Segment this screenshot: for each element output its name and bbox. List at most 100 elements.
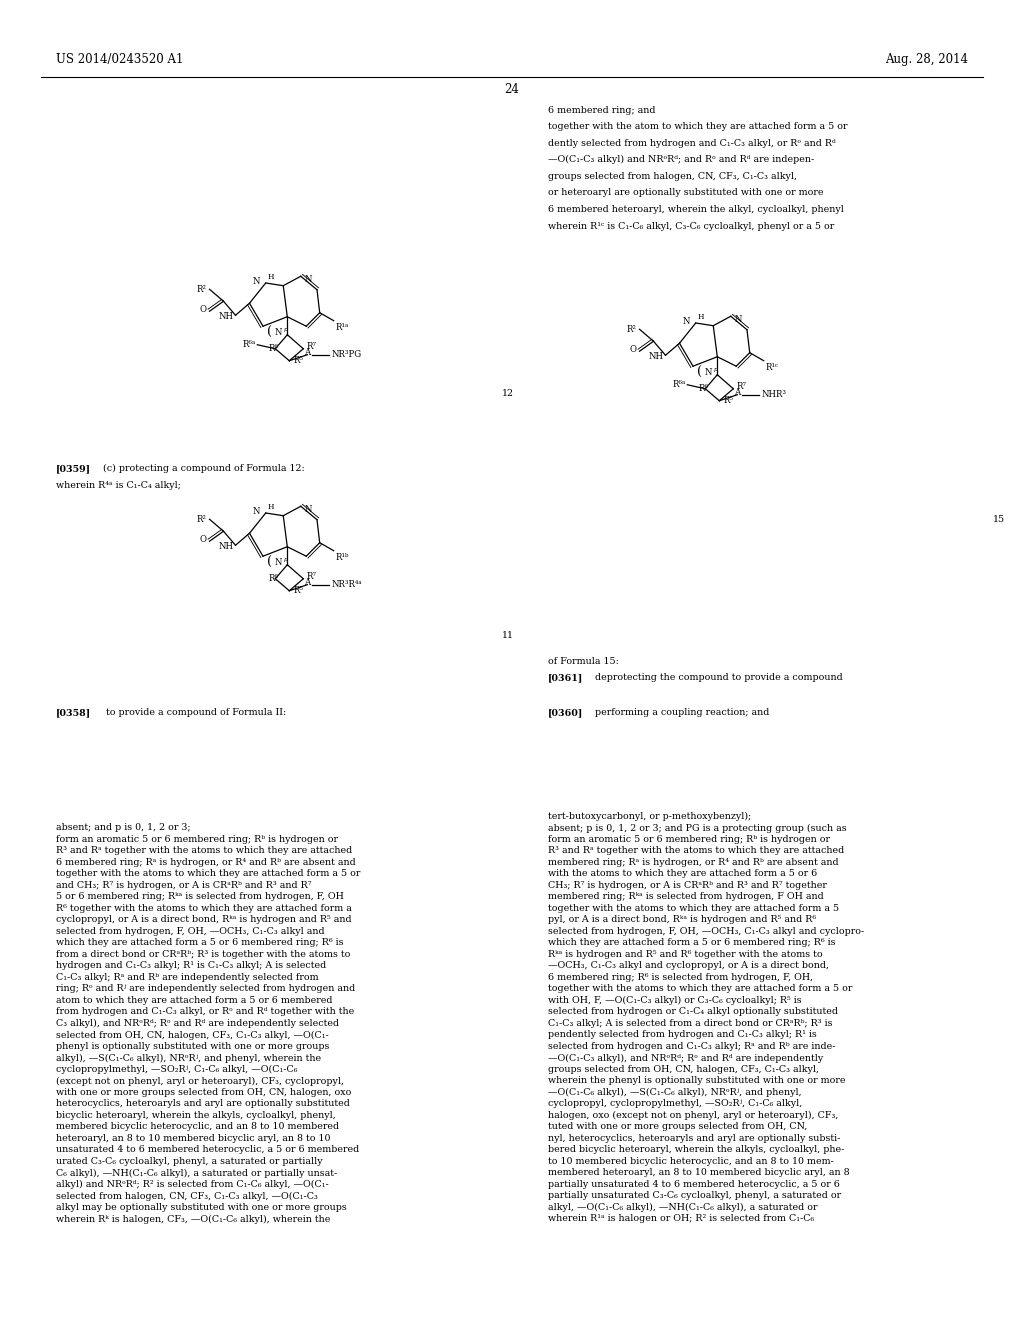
- Text: —OCH₃, C₁-C₃ alkyl and cyclopropyl, or A is a direct bond,: —OCH₃, C₁-C₃ alkyl and cyclopropyl, or A…: [548, 961, 828, 970]
- Text: 24: 24: [505, 83, 519, 96]
- Text: R³ and Rᵃ together with the atoms to which they are attached: R³ and Rᵃ together with the atoms to whi…: [56, 846, 352, 855]
- Text: N: N: [305, 275, 312, 284]
- Text: R⁵: R⁵: [293, 356, 303, 364]
- Text: R¹ᵇ: R¹ᵇ: [336, 553, 349, 562]
- Text: 6 membered ring; Rᵃ is hydrogen, or R⁴ and Rᵇ are absent and: 6 membered ring; Rᵃ is hydrogen, or R⁴ a…: [56, 858, 356, 867]
- Text: CH₃; R⁷ is hydrogen, or A is CRᵃRᵇ and R³ and R⁷ together: CH₃; R⁷ is hydrogen, or A is CRᵃRᵇ and R…: [548, 880, 826, 890]
- Text: H: H: [697, 313, 705, 321]
- Text: performing a coupling reaction; and: performing a coupling reaction; and: [586, 708, 769, 717]
- Text: C₁-C₃ alkyl; A is selected from a direct bond or CRᵃRᵇ; R³ is: C₁-C₃ alkyl; A is selected from a direct…: [548, 1019, 833, 1028]
- Text: —O(C₁-C₃ alkyl) and NRᵒRᵈ; and Rᵒ and Rᵈ are indepen-: —O(C₁-C₃ alkyl) and NRᵒRᵈ; and Rᵒ and Rᵈ…: [548, 154, 814, 164]
- Text: groups selected from halogen, CN, CF₃, C₁-C₃ alkyl,: groups selected from halogen, CN, CF₃, C…: [548, 172, 797, 181]
- Text: N: N: [252, 507, 260, 516]
- Text: R⁷: R⁷: [306, 342, 316, 351]
- Text: N: N: [705, 368, 713, 378]
- Text: N: N: [252, 276, 260, 285]
- Text: R²: R²: [627, 325, 637, 334]
- Text: [0361]: [0361]: [548, 673, 584, 682]
- Text: H: H: [267, 503, 274, 511]
- Text: A: A: [304, 578, 310, 587]
- Text: urated C₃-C₆ cycloalkyl, phenyl, a saturated or partially: urated C₃-C₆ cycloalkyl, phenyl, a satur…: [56, 1156, 323, 1166]
- Text: A: A: [304, 347, 310, 356]
- Text: together with the atom to which they are attached form a 5 or: together with the atom to which they are…: [548, 123, 847, 131]
- Text: hydrogen and C₁-C₃ alkyl; R¹ is C₁-C₃ alkyl; A is selected: hydrogen and C₁-C₃ alkyl; R¹ is C₁-C₃ al…: [56, 961, 327, 970]
- Text: 15: 15: [993, 515, 1006, 524]
- Text: (: (: [267, 326, 271, 339]
- Text: form an aromatic 5 or 6 membered ring; Rᵇ is hydrogen or: form an aromatic 5 or 6 membered ring; R…: [548, 836, 829, 843]
- Text: with OH, F, —O(C₁-C₃ alkyl) or C₃-C₆ cycloalkyl; R⁵ is: with OH, F, —O(C₁-C₃ alkyl) or C₃-C₆ cyc…: [548, 995, 802, 1005]
- Text: cyclopropylmethyl, —SO₂Rʲ, C₁-C₆ alkyl, —O(C₁-C₆: cyclopropylmethyl, —SO₂Rʲ, C₁-C₆ alkyl, …: [56, 1065, 298, 1074]
- Text: to provide a compound of Formula II:: to provide a compound of Formula II:: [94, 708, 287, 717]
- Text: pendently selected from hydrogen and C₁-C₃ alkyl; R¹ is: pendently selected from hydrogen and C₁-…: [548, 1031, 816, 1039]
- Text: p: p: [284, 557, 287, 562]
- Text: R⁷: R⁷: [736, 383, 746, 391]
- Text: from a direct bond or CRᵃRᵇ; R³ is together with the atoms to: from a direct bond or CRᵃRᵇ; R³ is toget…: [56, 950, 350, 958]
- Text: (except not on phenyl, aryl or heteroaryl), CF₃, cyclopropyl,: (except not on phenyl, aryl or heteroary…: [56, 1076, 344, 1085]
- Text: with one or more groups selected from OH, CN, halogen, oxo: with one or more groups selected from OH…: [56, 1088, 351, 1097]
- Text: O: O: [630, 345, 637, 354]
- Text: N: N: [305, 504, 312, 513]
- Text: N: N: [274, 558, 283, 568]
- Text: R⁶: R⁶: [268, 343, 279, 352]
- Text: partially unsaturated 4 to 6 membered heterocyclic, a 5 or 6: partially unsaturated 4 to 6 membered he…: [548, 1180, 840, 1189]
- Text: selected from halogen, CN, CF₃, C₁-C₃ alkyl, —O(C₁-C₃: selected from halogen, CN, CF₃, C₁-C₃ al…: [56, 1192, 318, 1200]
- Text: from hydrogen and C₁-C₃ alkyl, or Rᵒ and Rᵈ together with the: from hydrogen and C₁-C₃ alkyl, or Rᵒ and…: [56, 1007, 354, 1016]
- Text: heteroaryl, an 8 to 10 membered bicyclic aryl, an 8 to 10: heteroaryl, an 8 to 10 membered bicyclic…: [56, 1134, 331, 1143]
- Text: R²: R²: [197, 515, 207, 524]
- Text: [0360]: [0360]: [548, 708, 584, 717]
- Text: absent; p is 0, 1, 2 or 3; and PG is a protecting group (such as: absent; p is 0, 1, 2 or 3; and PG is a p…: [548, 824, 847, 833]
- Text: NR³PG: NR³PG: [332, 350, 361, 359]
- Text: —O(C₁-C₆ alkyl), —S(C₁-C₆ alkyl), NRᵒRʲ, and phenyl,: —O(C₁-C₆ alkyl), —S(C₁-C₆ alkyl), NRᵒRʲ,…: [548, 1088, 802, 1097]
- Text: R⁶: R⁶: [268, 574, 279, 582]
- Text: Rᵏᵃ is hydrogen and R⁵ and R⁶ together with the atoms to: Rᵏᵃ is hydrogen and R⁵ and R⁶ together w…: [548, 950, 822, 958]
- Text: together with the atoms to which they are attached form a 5 or: together with the atoms to which they ar…: [56, 870, 360, 878]
- Text: C₃ alkyl), and NRᵒRᵈ; Rᵒ and Rᵈ are independently selected: C₃ alkyl), and NRᵒRᵈ; Rᵒ and Rᵈ are inde…: [56, 1019, 339, 1028]
- Text: tuted with one or more groups selected from OH, CN,: tuted with one or more groups selected f…: [548, 1122, 807, 1131]
- Text: partially unsaturated C₃-C₆ cycloalkyl, phenyl, a saturated or: partially unsaturated C₃-C₆ cycloalkyl, …: [548, 1192, 841, 1200]
- Text: membered ring; Rᵃ is hydrogen, or R⁴ and Rᵇ are absent and: membered ring; Rᵃ is hydrogen, or R⁴ and…: [548, 858, 839, 867]
- Text: alkyl may be optionally substituted with one or more groups: alkyl may be optionally substituted with…: [56, 1203, 347, 1212]
- Text: Aug. 28, 2014: Aug. 28, 2014: [885, 53, 968, 66]
- Text: R³ and Rᵃ together with the atoms to which they are attached: R³ and Rᵃ together with the atoms to whi…: [548, 846, 844, 855]
- Text: (: (: [696, 366, 701, 379]
- Text: groups selected from OH, CN, halogen, CF₃, C₁-C₃ alkyl,: groups selected from OH, CN, halogen, CF…: [548, 1065, 819, 1074]
- Text: H: H: [267, 273, 274, 281]
- Text: N: N: [274, 329, 283, 337]
- Text: N: N: [682, 317, 690, 326]
- Text: absent; and p is 0, 1, 2 or 3;: absent; and p is 0, 1, 2 or 3;: [56, 824, 190, 833]
- Text: together with the atoms to which they are attached form a 5 or: together with the atoms to which they ar…: [548, 985, 852, 994]
- Text: cyclopropyl, or A is a direct bond, Rᵏᵃ is hydrogen and R⁵ and: cyclopropyl, or A is a direct bond, Rᵏᵃ …: [56, 915, 352, 924]
- Text: nyl, heterocyclics, heteroaryls and aryl are optionally substi-: nyl, heterocyclics, heteroaryls and aryl…: [548, 1134, 841, 1143]
- Text: wherein Rᵏ is halogen, CF₃, —O(C₁-C₆ alkyl), wherein the: wherein Rᵏ is halogen, CF₃, —O(C₁-C₆ alk…: [56, 1214, 331, 1224]
- Text: pyl, or A is a direct bond, Rᵏᵃ is hydrogen and R⁵ and R⁶: pyl, or A is a direct bond, Rᵏᵃ is hydro…: [548, 915, 816, 924]
- Text: halogen, oxo (except not on phenyl, aryl or heteroaryl), CF₃,: halogen, oxo (except not on phenyl, aryl…: [548, 1111, 839, 1121]
- Text: 12: 12: [502, 389, 514, 399]
- Text: cyclopropyl, cyclopropylmethyl, —SO₂Rʲ, C₁-C₆ alkyl,: cyclopropyl, cyclopropylmethyl, —SO₂Rʲ, …: [548, 1100, 802, 1109]
- Text: selected from hydrogen, F, OH, —OCH₃, C₁-C₃ alkyl and: selected from hydrogen, F, OH, —OCH₃, C₁…: [56, 927, 325, 936]
- Text: A: A: [734, 388, 740, 397]
- Text: NH: NH: [648, 352, 664, 362]
- Text: bicyclic heteroaryl, wherein the alkyls, cycloalkyl, phenyl,: bicyclic heteroaryl, wherein the alkyls,…: [56, 1111, 336, 1119]
- Text: deprotecting the compound to provide a compound: deprotecting the compound to provide a c…: [586, 673, 843, 682]
- Text: together with the atoms to which they are attached form a 5: together with the atoms to which they ar…: [548, 904, 839, 913]
- Text: R⁶ᵃ: R⁶ᵃ: [242, 341, 255, 350]
- Text: O: O: [200, 305, 207, 314]
- Text: 6 membered heteroaryl, wherein the alkyl, cycloalkyl, phenyl: 6 membered heteroaryl, wherein the alkyl…: [548, 205, 844, 214]
- Text: membered bicyclic heterocyclic, and an 8 to 10 membered: membered bicyclic heterocyclic, and an 8…: [56, 1122, 339, 1131]
- Text: unsaturated 4 to 6 membered heterocyclic, a 5 or 6 membered: unsaturated 4 to 6 membered heterocyclic…: [56, 1146, 359, 1155]
- Text: alkyl) and NRᵒRᵈ; R² is selected from C₁-C₆ alkyl, —O(C₁-: alkyl) and NRᵒRᵈ; R² is selected from C₁…: [56, 1180, 329, 1189]
- Text: p: p: [714, 367, 717, 372]
- Text: heterocyclics, heteroaryls and aryl are optionally substituted: heterocyclics, heteroaryls and aryl are …: [56, 1100, 350, 1109]
- Text: bered bicyclic heteroaryl, wherein the alkyls, cycloalkyl, phe-: bered bicyclic heteroaryl, wherein the a…: [548, 1146, 844, 1155]
- Text: 6 membered ring; and: 6 membered ring; and: [548, 106, 655, 115]
- Text: (: (: [267, 556, 271, 569]
- Text: R²: R²: [197, 285, 207, 294]
- Text: 6 membered ring; R⁶ is selected from hydrogen, F, OH,: 6 membered ring; R⁶ is selected from hyd…: [548, 973, 813, 982]
- Text: dently selected from hydrogen and C₁-C₃ alkyl, or Rᵒ and Rᵈ: dently selected from hydrogen and C₁-C₃ …: [548, 139, 836, 148]
- Text: which they are attached form a 5 or 6 membered ring; R⁶ is: which they are attached form a 5 or 6 me…: [56, 939, 344, 948]
- Text: wherein R⁴ᵃ is C₁-C₄ alkyl;: wherein R⁴ᵃ is C₁-C₄ alkyl;: [56, 482, 181, 490]
- Text: C₆ alkyl), —NH(C₁-C₆ alkyl), a saturated or partially unsat-: C₆ alkyl), —NH(C₁-C₆ alkyl), a saturated…: [56, 1168, 338, 1177]
- Text: [0359]: [0359]: [56, 463, 91, 473]
- Text: NH: NH: [218, 543, 233, 552]
- Text: [0358]: [0358]: [56, 708, 91, 717]
